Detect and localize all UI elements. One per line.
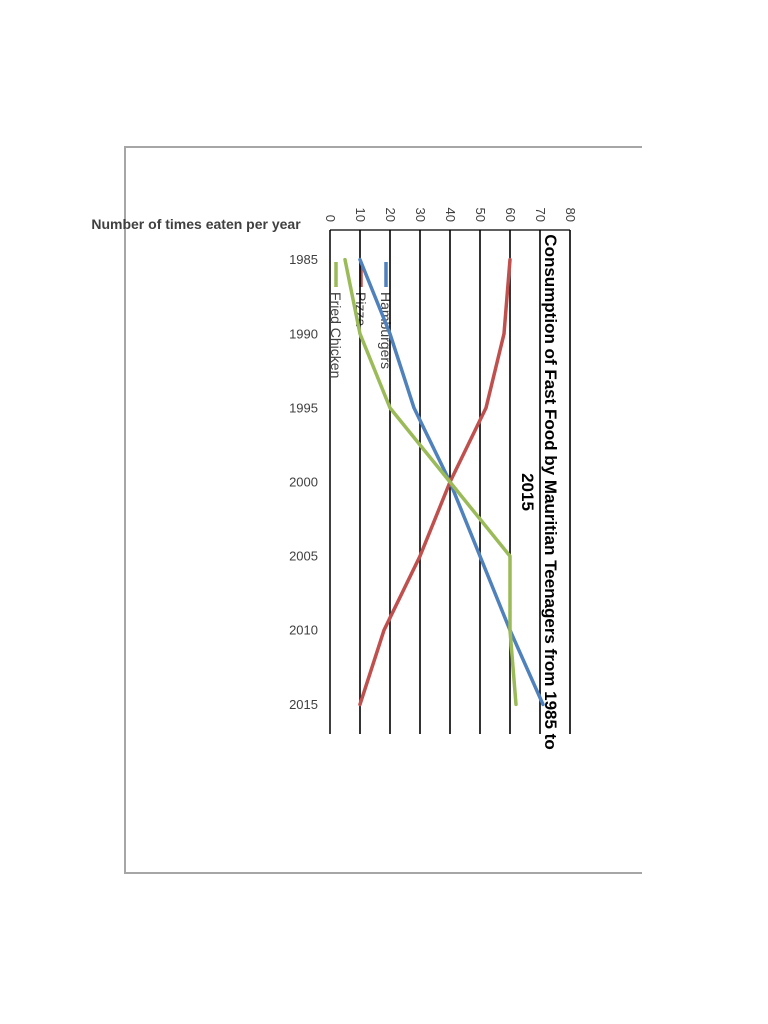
y-tick-label: 80 bbox=[563, 208, 578, 222]
y-tick-label: 70 bbox=[533, 208, 548, 222]
y-axis-ticks: 0 10 20 30 40 50 60 70 80 bbox=[323, 208, 578, 222]
x-tick-label: 2015 bbox=[289, 697, 318, 712]
y-tick-label: 60 bbox=[503, 208, 518, 222]
x-axis-ticks: 1985 1990 1995 2000 2005 2010 2015 bbox=[289, 252, 318, 712]
x-tick-label: 2000 bbox=[289, 475, 318, 490]
x-tick-label: 1990 bbox=[289, 326, 318, 341]
x-tick-label: 1985 bbox=[289, 252, 318, 267]
x-tick-label: 2005 bbox=[289, 549, 318, 564]
y-tick-label: 50 bbox=[473, 208, 488, 222]
chart-title-line-2: 2015 bbox=[518, 473, 537, 511]
chart-title-line-1: Consumption of Fast Food by Mauritian Te… bbox=[541, 234, 560, 749]
y-tick-label: 10 bbox=[353, 208, 368, 222]
legend-label-hamburgers: Hamburgers bbox=[378, 292, 394, 369]
series-lines bbox=[343, 257, 545, 707]
y-tick-label: 20 bbox=[383, 208, 398, 222]
x-tick-label: 2010 bbox=[289, 623, 318, 638]
x-tick-label: 1995 bbox=[289, 400, 318, 415]
y-tick-label: 30 bbox=[413, 208, 428, 222]
y-tick-label: 0 bbox=[323, 215, 338, 222]
series-line-fried-chicken bbox=[343, 257, 518, 707]
chart-frame bbox=[124, 146, 642, 874]
y-axis-title: Number of times eaten per year bbox=[91, 216, 301, 232]
y-tick-label: 40 bbox=[443, 208, 458, 222]
rotated-chart-group: Consumption of Fast Food by Mauritian Te… bbox=[91, 208, 578, 750]
legend-label-fried-chicken: Fried Chicken bbox=[328, 292, 344, 378]
